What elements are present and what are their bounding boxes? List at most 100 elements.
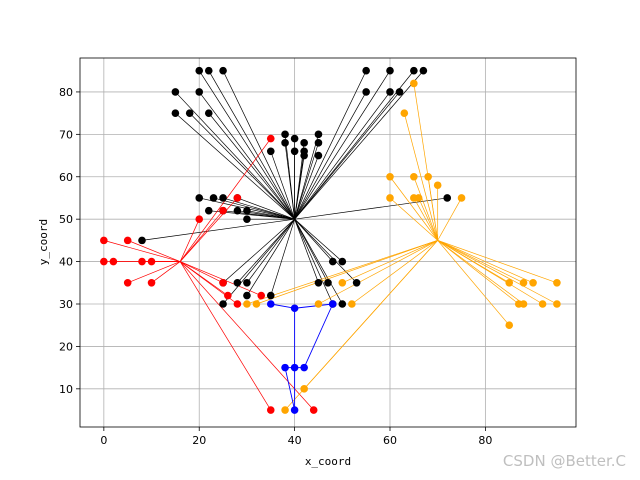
black-route-line <box>294 91 400 220</box>
black-route-line <box>208 70 295 220</box>
red-point <box>266 134 275 143</box>
black-point <box>290 147 299 156</box>
red-point <box>123 236 132 245</box>
black-point <box>324 278 332 287</box>
red-route-line <box>151 261 181 284</box>
orange-route-line <box>256 240 438 305</box>
blue-route-line <box>284 367 296 411</box>
black-point <box>266 291 275 300</box>
orange-point <box>529 278 537 287</box>
black-point <box>171 88 180 96</box>
orange-point <box>314 300 323 308</box>
orange-point <box>252 300 261 308</box>
orange-route-line <box>413 197 438 241</box>
red-point <box>233 300 242 308</box>
orange-point <box>386 172 394 181</box>
orange-route-line <box>342 240 438 284</box>
black-route-line <box>189 112 295 220</box>
x-tick-label: 60 <box>383 434 397 447</box>
orange-route-line <box>437 240 524 305</box>
black-point <box>338 257 347 266</box>
red-route-line <box>179 261 224 284</box>
orange-route-line <box>318 240 438 305</box>
black-route-line <box>141 218 295 241</box>
plot-frame <box>79 57 577 428</box>
y-tick-label: 60 <box>59 171 73 184</box>
orange-point <box>338 278 347 287</box>
orange-point <box>348 300 356 308</box>
black-point <box>290 134 299 143</box>
orange-point <box>553 300 561 308</box>
red-route-line <box>179 261 272 411</box>
orange-route-line <box>437 240 534 284</box>
orange-route-line <box>437 240 510 326</box>
red-point <box>266 406 275 414</box>
red-point <box>224 291 232 300</box>
black-point <box>209 194 218 202</box>
black-point <box>243 278 251 287</box>
red-route-line <box>180 261 262 296</box>
orange-point <box>281 406 289 414</box>
red-point <box>100 257 108 266</box>
black-route-line <box>294 219 334 305</box>
black-point <box>204 66 213 75</box>
grid <box>80 58 576 427</box>
black-route-line <box>198 91 295 220</box>
black-point <box>352 278 361 287</box>
black-point <box>195 194 204 202</box>
y-tick-label: 40 <box>59 256 73 269</box>
black-route-line <box>294 91 391 220</box>
black-point <box>281 130 289 139</box>
blue-point <box>328 300 337 308</box>
blue-point <box>266 300 275 308</box>
black-route-line <box>246 210 295 220</box>
black-point <box>314 151 323 160</box>
red-point <box>257 291 266 300</box>
black-route-line <box>294 70 391 220</box>
orange-point <box>300 385 308 393</box>
orange-route-line <box>389 197 438 241</box>
black-point <box>281 139 289 147</box>
orange-route-line <box>246 240 438 305</box>
black-point <box>300 151 308 160</box>
black-point <box>185 109 194 117</box>
black-point <box>219 300 227 308</box>
red-route-line <box>179 219 200 262</box>
orange-route-line <box>418 197 439 241</box>
black-point <box>328 257 337 266</box>
orange-route-line <box>437 240 543 305</box>
red-point <box>309 406 318 414</box>
black-route-line <box>222 197 295 220</box>
blue-point <box>281 363 289 372</box>
black-route-line <box>294 142 319 220</box>
red-route-line <box>179 261 314 411</box>
orange-route-line <box>413 176 439 241</box>
red-point <box>219 206 227 215</box>
x-tick-label: 40 <box>288 434 302 447</box>
black-point <box>243 206 251 215</box>
black-route-line <box>222 218 295 305</box>
black-point <box>233 206 242 215</box>
orange-point <box>410 172 418 181</box>
orange-route-line <box>437 240 558 284</box>
black-route-line <box>294 70 367 220</box>
black-point <box>138 236 146 245</box>
black-point <box>419 66 428 75</box>
black-route-line <box>213 197 295 220</box>
black-route-line <box>208 112 295 220</box>
black-route-line <box>222 70 295 220</box>
black-route-line <box>222 218 295 284</box>
black-route-line <box>237 197 295 220</box>
axis-ticks: 0 20 40 60 80 10 20 30 40 50 60 70 80 <box>59 86 492 447</box>
blue-point <box>290 406 299 414</box>
orange-route-line <box>437 240 524 284</box>
black-route-line <box>294 218 357 284</box>
route-lines <box>103 70 558 411</box>
black-route-line <box>246 218 295 284</box>
black-point <box>395 88 404 96</box>
red-route-line <box>179 197 238 262</box>
y-tick-label: 10 <box>59 383 73 396</box>
black-point <box>314 139 323 147</box>
black-point <box>386 66 394 75</box>
